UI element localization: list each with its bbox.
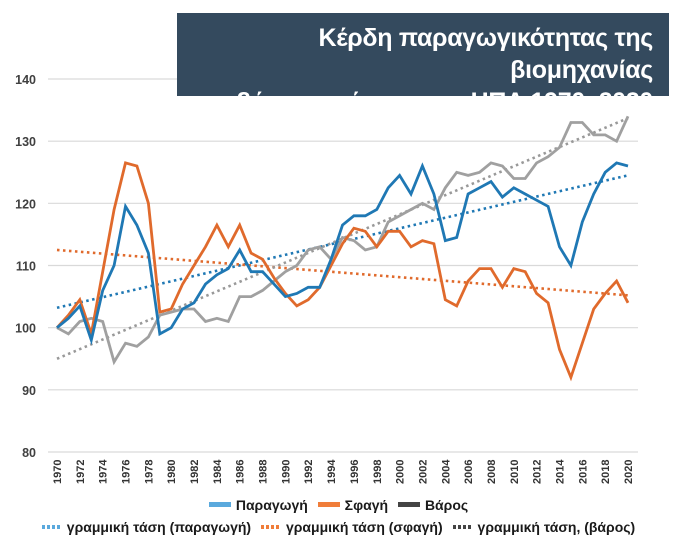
legend-swatch-production	[208, 502, 231, 507]
chart-title-line-1: Κέρδη παραγωγικότητας της βιομηχανίας	[318, 24, 653, 84]
x-tick-label: 2010	[509, 460, 521, 484]
x-tick-label: 2002	[417, 460, 429, 484]
y-tick-label: 90	[22, 384, 36, 398]
x-tick-label: 1992	[303, 460, 315, 484]
x-tick-label: 1996	[349, 460, 361, 484]
y-axis-ticks: 80 90 100 110 120 130 140	[15, 73, 36, 460]
series-line-2	[56, 115, 630, 366]
y-tick-label: 110	[16, 260, 36, 274]
legend-item-trend-weight: γραμμική τάση, (βάρος)	[452, 519, 636, 535]
x-tick-label: 1976	[121, 460, 133, 484]
x-tick-label: 1972	[75, 460, 87, 484]
x-tick-label: 2006	[463, 460, 475, 484]
y-tick-label: 140	[15, 73, 36, 87]
legend-swatch-trend-slaughter	[260, 525, 281, 529]
x-tick-label: 1998	[372, 460, 384, 484]
x-tick-label: 2012	[532, 460, 544, 484]
x-tick-label: 2020	[623, 460, 635, 484]
x-tick-label: 1990	[280, 460, 292, 484]
legend-series: Παραγωγή Σφαγή Βάρος	[0, 494, 677, 513]
x-tick-label: 1974	[98, 459, 110, 484]
series-line-1	[55, 161, 630, 382]
y-tick-label: 120	[15, 197, 36, 211]
legend-item-weight: Βάρος	[397, 496, 469, 513]
y-tick-label: 80	[22, 446, 36, 460]
x-tick-label: 1988	[258, 460, 270, 484]
x-tick-label: 2008	[486, 460, 498, 484]
x-tick-label: 2016	[577, 460, 589, 484]
legend-item-slaughter: Σφαγή	[317, 496, 389, 513]
x-axis-ticks: 1970 1972 1974 1976 1978 1980 1982 1984 1986 1988…	[52, 459, 635, 484]
x-tick-label: 1980	[166, 460, 178, 484]
legend-item-trend-slaughter: γραμμική τάση (σφαγή)	[260, 519, 443, 535]
x-tick-label: 1982	[189, 460, 201, 484]
legend-swatch-slaughter	[317, 502, 340, 507]
legend-label-trend-slaughter: γραμμική τάση (σφαγή)	[285, 519, 443, 535]
legend-swatch-trend-weight	[452, 525, 473, 529]
gridlines	[48, 78, 638, 453]
chart-title: Κέρδη παραγωγικότητας της βιομηχανίας βό…	[177, 13, 669, 116]
legend-swatch-trend-production	[41, 525, 62, 529]
trendline-1	[56, 248, 629, 297]
x-tick-label: 1978	[143, 460, 155, 484]
legend-label-trend-production: γραμμική τάση (παραγωγή)	[66, 519, 252, 535]
y-tick-label: 130	[15, 135, 36, 149]
x-tick-label: 2004	[440, 459, 452, 484]
x-tick-label: 1970	[52, 460, 64, 484]
legend-swatch-weight	[397, 502, 420, 507]
series-line-0	[56, 161, 629, 346]
legend-label-slaughter: Σφαγή	[344, 496, 389, 513]
chart-title-line-2: βόειου κρέατος των ΗΠΑ 1970–2020	[236, 88, 653, 116]
y-tick-label: 100	[15, 322, 36, 336]
x-tick-label: 1986	[235, 460, 247, 484]
x-tick-label: 2000	[395, 460, 407, 484]
legend-label-production: Παραγωγή	[235, 496, 308, 513]
legend-item-production: Παραγωγή	[208, 496, 308, 513]
series-lines	[55, 115, 630, 382]
x-tick-label: 2014	[554, 459, 566, 484]
x-tick-label: 2018	[600, 460, 612, 484]
legend-label-weight: Βάρος	[424, 496, 469, 513]
legend-label-trend-weight: γραμμική τάση, (βάρος)	[477, 519, 636, 535]
x-tick-label: 1984	[212, 459, 224, 484]
x-tick-label: 1994	[326, 459, 338, 484]
trendline-2	[56, 116, 629, 360]
legend-item-trend-production: γραμμική τάση (παραγωγή)	[41, 519, 252, 535]
legend-trendlines: γραμμική τάση (παραγωγή) γραμμική τάση (…	[0, 516, 677, 535]
